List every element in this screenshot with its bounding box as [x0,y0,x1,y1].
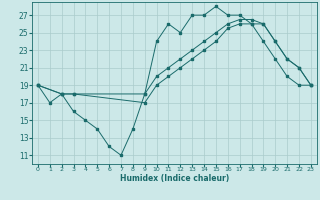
X-axis label: Humidex (Indice chaleur): Humidex (Indice chaleur) [120,174,229,183]
